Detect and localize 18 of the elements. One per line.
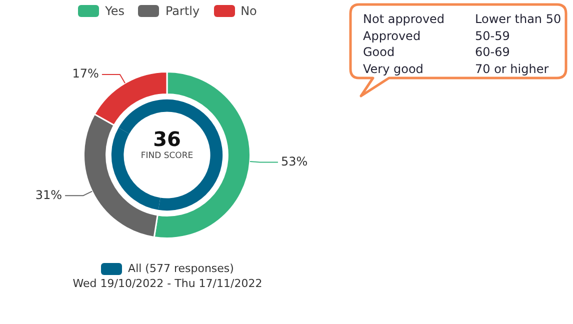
text: Good bbox=[363, 44, 396, 60]
text: Not approved bbox=[363, 11, 446, 28]
legend-label: Partly bbox=[165, 4, 200, 18]
text: 36 bbox=[152, 127, 182, 151]
text: Lower than 50 bbox=[475, 11, 562, 28]
legend-label: Yes bbox=[105, 4, 124, 18]
text: 60-69 bbox=[475, 44, 511, 60]
data-label: 31% bbox=[35, 188, 62, 202]
data-label: 17% bbox=[72, 66, 99, 81]
text: FIND SCORE bbox=[140, 151, 194, 161]
legend-label: All (577 responses) bbox=[128, 261, 234, 276]
text: Approved bbox=[363, 28, 422, 44]
data-label: 53% bbox=[280, 154, 308, 168]
text: Very good bbox=[363, 60, 424, 77]
text: 70 or higher bbox=[475, 60, 550, 77]
text: 50-59 bbox=[475, 28, 511, 44]
text: Wed 19/10/2022 - Thu 17/11/2022 bbox=[72, 276, 264, 291]
legend-label: No bbox=[240, 4, 257, 18]
